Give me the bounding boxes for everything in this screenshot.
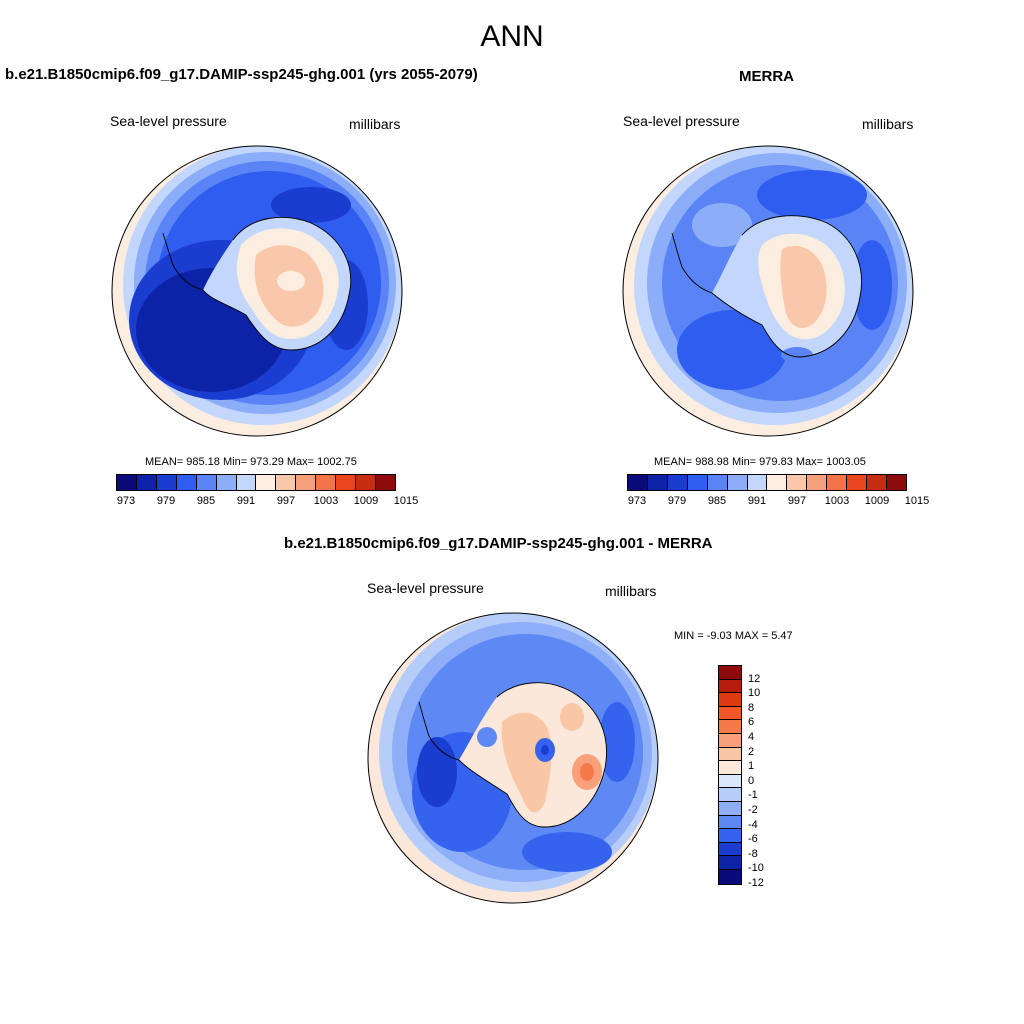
obs-colorbar-swatch xyxy=(767,475,788,490)
obs-colorbar-tick-label: 1015 xyxy=(904,495,930,507)
model-colorbar-swatch xyxy=(196,475,217,490)
diff-colorbar-tick-label: 6 xyxy=(748,716,755,729)
diff-colorbar-swatch xyxy=(719,815,741,830)
diff-colorbar-tick-label: 2 xyxy=(748,745,755,758)
model-colorbar-swatch xyxy=(156,475,177,490)
model-colorbar-tick-label: 985 xyxy=(196,495,216,507)
obs-colorbar-swatch xyxy=(667,475,688,490)
model-colorbar-swatch xyxy=(136,475,157,490)
model-colorbar-swatch xyxy=(236,475,257,490)
diff-colorbar-tick-label: 12 xyxy=(748,672,761,685)
obs-colorbar-tick-label: 985 xyxy=(707,495,727,507)
diff-colorbar-swatch xyxy=(719,829,741,843)
diff-colorbar-swatch xyxy=(719,693,741,707)
diff-colorbar-tick-label: -8 xyxy=(748,847,758,860)
model-colorbar-swatch xyxy=(276,475,297,490)
diff-colorbar-swatch xyxy=(719,801,741,816)
diff-colorbar-swatch xyxy=(719,869,741,884)
obs-colorbar-tick-label: 997 xyxy=(787,495,807,507)
diff-colorbar-ticks: 12 10 8 6 4 2 1 0 -1 -2 -4 -6 -8 -10 -12 xyxy=(746,665,786,901)
model-colorbar-swatch xyxy=(296,475,317,490)
obs-colorbar-tick-label: 979 xyxy=(667,495,687,507)
obs-colorbar-swatch xyxy=(847,475,868,490)
model-colorbar xyxy=(116,474,396,491)
diff-colorbar-swatch xyxy=(719,720,741,734)
obs-panel-title: MERRA xyxy=(739,68,794,85)
obs-colorbar-swatch xyxy=(867,475,887,490)
diff-colorbar-swatch xyxy=(719,679,741,694)
diff-colorbar-swatch xyxy=(719,706,741,721)
diff-colorbar-tick-label: -1 xyxy=(748,789,758,802)
model-colorbar-swatch xyxy=(256,475,277,490)
model-colorbar-swatch xyxy=(336,475,357,490)
obs-colorbar-swatch xyxy=(807,475,828,490)
model-panel-title: b.e21.B1850cmip6.f09_g17.DAMIP-ssp245-gh… xyxy=(5,66,478,83)
model-colorbar-ticks: 973 979 985 991 997 1003 1009 1015 xyxy=(116,495,418,509)
diff-colorbar-tick-label: 1 xyxy=(748,760,755,773)
model-colorbar-tick-label: 1015 xyxy=(393,495,419,507)
obs-variable-label: Sea-level pressure xyxy=(623,113,740,129)
model-stats: MEAN= 985.18 Min= 973.29 Max= 1002.75 xyxy=(145,456,357,468)
diff-colorbar-tick-label: -10 xyxy=(748,862,764,875)
model-colorbar-tick-label: 997 xyxy=(276,495,296,507)
diff-colorbar-swatch xyxy=(719,733,741,748)
diff-colorbar-tick-label: -12 xyxy=(748,877,764,889)
obs-units-label: millibars xyxy=(862,116,914,132)
diff-colorbar-swatch xyxy=(719,774,741,789)
model-colorbar-tick-label: 979 xyxy=(156,495,176,507)
diff-colorbar-swatch xyxy=(719,747,741,762)
diff-colorbar-swatch xyxy=(719,856,741,870)
diff-colorbar-tick-label: 4 xyxy=(748,731,755,743)
model-colorbar-swatch xyxy=(356,475,376,490)
model-colorbar-tick-label: 1009 xyxy=(353,495,379,507)
obs-colorbar-swatch xyxy=(687,475,708,490)
obs-polar-map xyxy=(622,145,914,437)
diff-colorbar-swatch xyxy=(719,761,741,775)
obs-colorbar-swatch xyxy=(727,475,748,490)
obs-colorbar-swatch xyxy=(827,475,848,490)
diff-colorbar-tick-label: -4 xyxy=(748,818,758,831)
diff-variable-label: Sea-level pressure xyxy=(367,580,484,596)
obs-colorbar xyxy=(627,474,907,491)
diff-units-label: millibars xyxy=(605,583,657,599)
model-colorbar-swatch xyxy=(375,475,395,490)
obs-stats: MEAN= 988.98 Min= 979.83 Max= 1003.05 xyxy=(654,456,866,468)
model-colorbar-tick-label: 991 xyxy=(236,495,256,507)
obs-colorbar-swatch xyxy=(647,475,668,490)
model-polar-map xyxy=(111,145,403,437)
model-colorbar-swatch xyxy=(117,475,137,490)
model-colorbar-tick-label: 973 xyxy=(116,495,136,507)
obs-colorbar-swatch xyxy=(747,475,768,490)
diff-panel-title: b.e21.B1850cmip6.f09_g17.DAMIP-ssp245-gh… xyxy=(284,535,713,552)
diff-colorbar-tick-label: -2 xyxy=(748,804,758,816)
obs-colorbar-swatch xyxy=(628,475,648,490)
diff-colorbar-tick-label: -6 xyxy=(748,833,758,846)
diff-colorbar-swatch xyxy=(719,842,741,857)
diff-colorbar-tick-label: 8 xyxy=(748,701,755,714)
obs-colorbar-swatch xyxy=(707,475,728,490)
obs-colorbar-tick-label: 991 xyxy=(747,495,767,507)
diff-colorbar-swatch xyxy=(719,666,741,680)
model-colorbar-tick-label: 1003 xyxy=(313,495,339,507)
model-variable-label: Sea-level pressure xyxy=(110,113,227,129)
diff-stats: MIN = -9.03 MAX = 5.47 xyxy=(674,630,793,642)
diff-colorbar-swatch xyxy=(719,788,741,802)
obs-colorbar-swatch xyxy=(787,475,808,490)
diff-colorbar-tick-label: 0 xyxy=(748,774,755,787)
model-units-label: millibars xyxy=(349,116,401,132)
obs-colorbar-tick-label: 1009 xyxy=(864,495,890,507)
obs-colorbar-tick-label: 1003 xyxy=(824,495,850,507)
diff-colorbar-tick-label: 10 xyxy=(748,687,761,700)
model-colorbar-swatch xyxy=(216,475,237,490)
diff-colorbar xyxy=(718,665,742,885)
obs-colorbar-swatch xyxy=(886,475,906,490)
model-colorbar-swatch xyxy=(316,475,337,490)
obs-colorbar-ticks: 973 979 985 991 997 1003 1009 1015 xyxy=(627,495,929,509)
diff-polar-map xyxy=(367,612,659,904)
obs-colorbar-tick-label: 973 xyxy=(627,495,647,507)
figure-title: ANN xyxy=(480,20,544,53)
model-colorbar-swatch xyxy=(176,475,197,490)
